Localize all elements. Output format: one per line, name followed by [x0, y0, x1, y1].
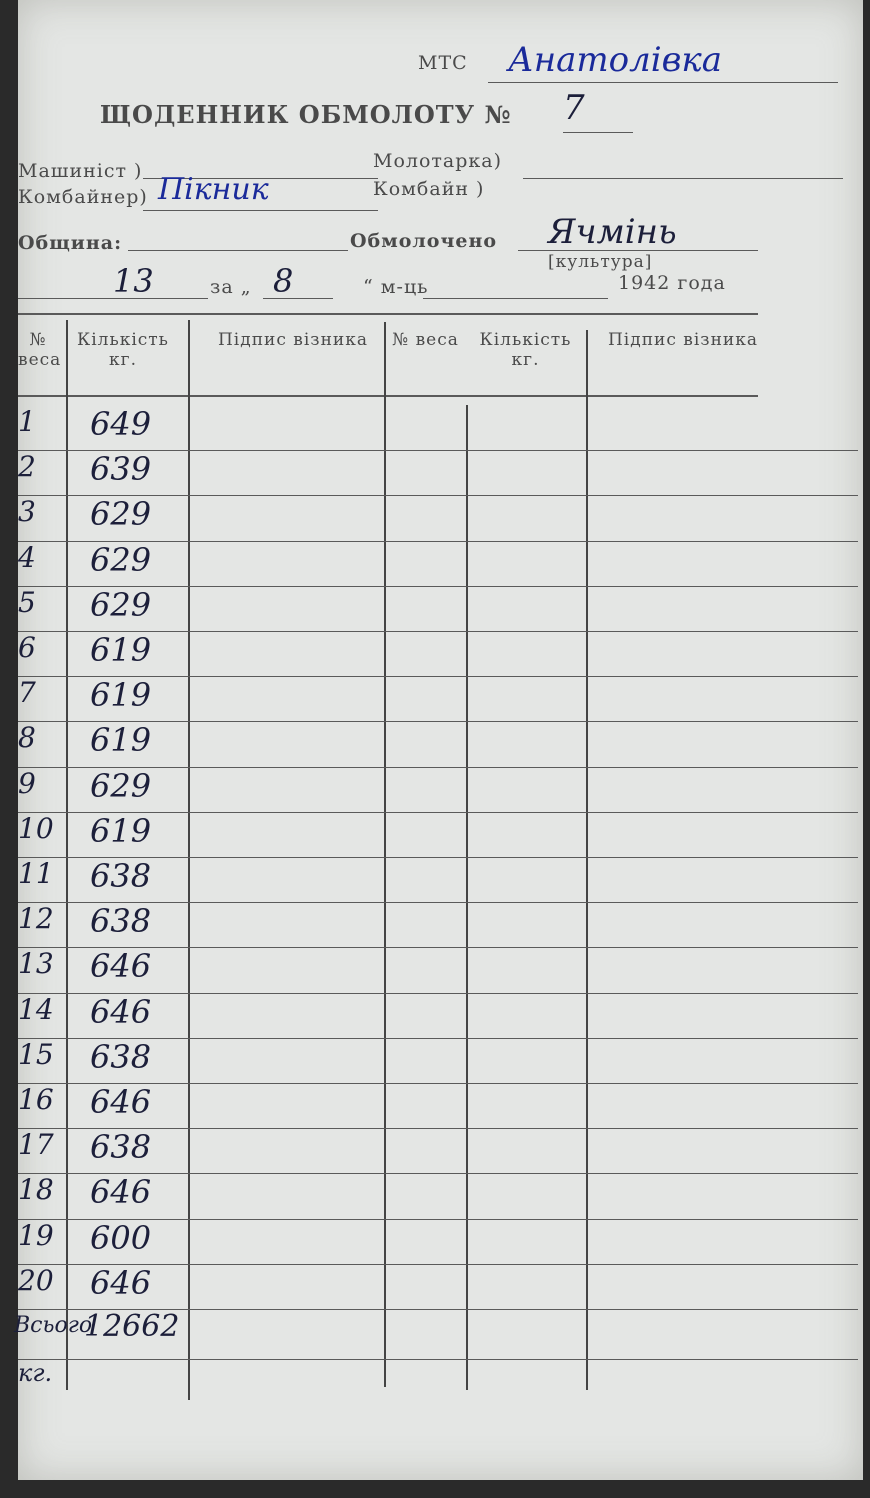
row-number: 3 [18, 495, 36, 529]
row-line [18, 902, 858, 904]
row-line [18, 1128, 858, 1130]
handwritten: 7 [563, 88, 585, 128]
row-number: 18 [18, 1173, 54, 1207]
row-number: 16 [18, 1083, 54, 1116]
row-line [18, 992, 858, 994]
row-line [18, 1309, 858, 1310]
total: 12662 [84, 1309, 180, 1344]
label: Машиніст ) [18, 160, 143, 182]
row-line [18, 585, 858, 587]
row-line [18, 1359, 858, 1360]
row-line [18, 495, 858, 497]
label: Община: [18, 232, 123, 254]
row-number: 9 [18, 766, 36, 800]
label: “ м-ць [363, 276, 429, 298]
handwritten: 8 [273, 262, 294, 300]
label: 1942 года [618, 272, 726, 294]
row-number: 20 [18, 1263, 54, 1297]
row-line [18, 1173, 858, 1175]
weight: 629 [90, 495, 152, 534]
weight: 646 [90, 1083, 152, 1121]
row-number: 13 [18, 947, 54, 981]
row-line [18, 1218, 858, 1220]
row-line [18, 1037, 858, 1039]
label: Комбайн ) [373, 178, 485, 200]
weight: 638 [90, 1128, 152, 1167]
weight: 619 [90, 631, 152, 669]
total-label: Всього [14, 1313, 93, 1338]
row-number: 4 [18, 540, 36, 574]
label: Комбайнер) [18, 186, 148, 208]
column-header: Кількість кг. [77, 330, 169, 370]
column-header: № веса [18, 330, 62, 370]
column-header: Підпис візника [607, 330, 759, 350]
row-number: 10 [18, 811, 54, 845]
title: ЩОДЕННИК ОБМОЛОТУ № [100, 100, 512, 129]
weight: 646 [90, 1173, 152, 1212]
row-number: 5 [18, 585, 36, 619]
handwritten: Пікник [158, 172, 269, 207]
row-line [18, 766, 858, 768]
row-number: 1 [18, 405, 36, 438]
weight: 649 [90, 405, 152, 443]
handwritten: Анатолівка [508, 40, 723, 80]
row-line [18, 721, 858, 723]
row-number: 17 [18, 1128, 54, 1162]
weight: 629 [90, 585, 152, 624]
row-line [18, 947, 858, 949]
row-number: 11 [18, 857, 54, 890]
column-header: № веса [392, 330, 459, 350]
row-line [18, 631, 858, 632]
weight: 646 [90, 992, 152, 1031]
row-line [18, 811, 858, 813]
weight: 619 [90, 811, 152, 850]
weight: 629 [90, 766, 152, 805]
row-number: 8 [18, 721, 36, 755]
row-line [18, 1263, 858, 1265]
weight: 638 [90, 902, 152, 941]
row-number: 2 [18, 450, 36, 484]
row-line [18, 450, 858, 452]
label: за „ [210, 276, 252, 298]
label: Обмолочено [350, 230, 498, 252]
weight: 619 [90, 721, 152, 760]
label: МТС [418, 52, 468, 74]
row-line [18, 676, 858, 678]
weight: 619 [90, 676, 152, 715]
weight: 646 [90, 1263, 152, 1302]
label: [культура] [548, 252, 653, 272]
weight: 638 [90, 1037, 152, 1076]
label: Молотарка) [373, 150, 503, 172]
weight: 639 [90, 450, 152, 489]
unit: кг. [18, 1359, 53, 1387]
row-number: 7 [18, 676, 36, 710]
row-number: 6 [18, 631, 36, 664]
row-number: 12 [18, 902, 54, 936]
weight: 638 [90, 857, 152, 895]
row-number: 15 [18, 1037, 54, 1071]
weight: 600 [90, 1218, 152, 1257]
column-header: Кількість кг. [479, 330, 572, 370]
weight: 629 [90, 540, 152, 579]
row-line [18, 1083, 858, 1084]
row-line [18, 540, 858, 542]
weight: 646 [90, 947, 152, 986]
handwritten: 13 [113, 262, 154, 300]
handwritten: Ячмінь [548, 212, 677, 252]
row-number: 14 [18, 992, 54, 1026]
column-header: Підпис візника [217, 330, 369, 350]
form-sheet: МТС Анатолівка ЩОДЕННИК ОБМОЛОТУ № 7 Маш… [14, 0, 863, 1480]
row-line [18, 857, 858, 858]
row-number: 19 [18, 1218, 54, 1252]
